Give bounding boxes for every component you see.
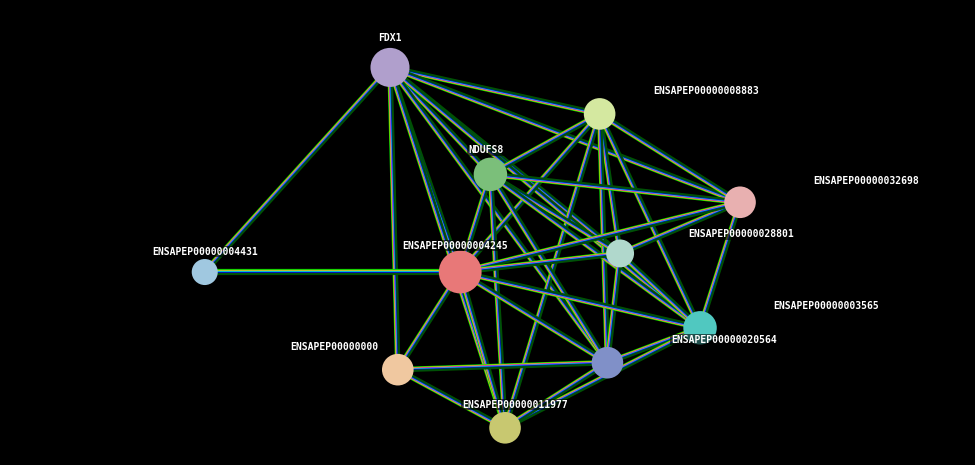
Ellipse shape <box>724 186 756 218</box>
Ellipse shape <box>592 347 623 379</box>
Ellipse shape <box>370 48 410 87</box>
Ellipse shape <box>382 354 413 385</box>
Text: ENSAPEP00000032698: ENSAPEP00000032698 <box>813 176 918 186</box>
Ellipse shape <box>584 98 615 130</box>
Ellipse shape <box>606 239 634 267</box>
Text: FDX1: FDX1 <box>378 33 402 43</box>
Text: ENSAPEP00000004245: ENSAPEP00000004245 <box>403 240 508 251</box>
Ellipse shape <box>192 259 217 285</box>
Text: ENSAPEP00000011977: ENSAPEP00000011977 <box>462 399 567 410</box>
Text: ENSAPEP00000028801: ENSAPEP00000028801 <box>688 229 794 239</box>
Ellipse shape <box>489 412 521 444</box>
Ellipse shape <box>474 158 507 191</box>
Text: ENSAPEP00000008883: ENSAPEP00000008883 <box>653 86 759 96</box>
Text: ENSAPEP00000020564: ENSAPEP00000020564 <box>671 334 776 345</box>
Ellipse shape <box>683 311 717 345</box>
Text: ENSAPEP00000004431: ENSAPEP00000004431 <box>152 246 257 257</box>
Text: ENSAPEP00000003565: ENSAPEP00000003565 <box>773 301 878 311</box>
Text: ENSAPEP00000000: ENSAPEP00000000 <box>291 341 378 352</box>
Text: NDUFS8: NDUFS8 <box>468 145 503 155</box>
Ellipse shape <box>439 251 482 293</box>
